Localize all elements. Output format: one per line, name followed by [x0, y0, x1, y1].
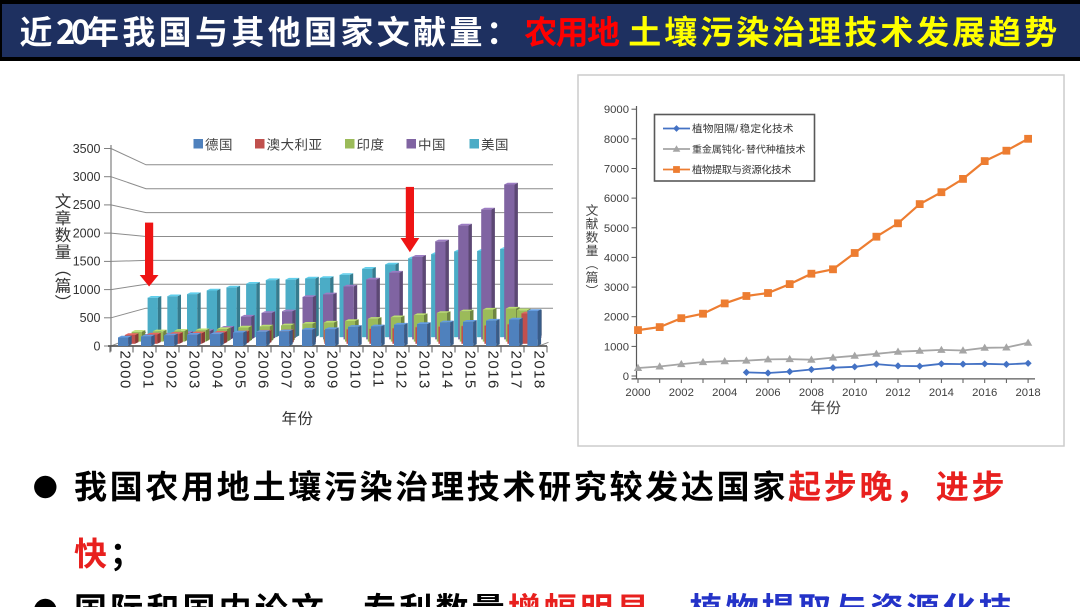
svg-text:2500: 2500: [73, 198, 101, 212]
svg-text:3000: 3000: [604, 282, 629, 294]
svg-text:0: 0: [94, 339, 101, 353]
svg-text:5000: 5000: [604, 223, 629, 235]
svg-text:2011: 2011: [370, 351, 387, 389]
svg-text:6000: 6000: [604, 193, 629, 205]
svg-text:2010: 2010: [347, 351, 364, 390]
svg-text:2012: 2012: [885, 387, 910, 399]
svg-text:/: /: [735, 123, 738, 135]
svg-text:7000: 7000: [604, 164, 629, 176]
svg-text:2008: 2008: [301, 351, 318, 390]
svg-text:3500: 3500: [73, 142, 101, 156]
svg-text:2014: 2014: [439, 351, 456, 390]
svg-text:2002: 2002: [163, 351, 180, 390]
svg-text:1000: 1000: [604, 341, 629, 353]
svg-text:2006: 2006: [255, 351, 272, 390]
svg-text:8000: 8000: [604, 134, 629, 146]
svg-text:2002: 2002: [669, 387, 694, 399]
svg-text:2001: 2001: [140, 351, 157, 390]
svg-text:2016: 2016: [972, 387, 997, 399]
svg-text:2010: 2010: [842, 387, 867, 399]
svg-text:2006: 2006: [755, 387, 780, 399]
svg-text:9000: 9000: [604, 104, 629, 116]
svg-text:2000: 2000: [73, 226, 101, 240]
svg-text:2004: 2004: [712, 387, 737, 399]
svg-text:2005: 2005: [232, 351, 249, 390]
svg-text:2018: 2018: [531, 351, 548, 390]
svg-text:3000: 3000: [73, 170, 101, 184]
svg-text:2012: 2012: [393, 351, 410, 390]
svg-text:2004: 2004: [209, 351, 226, 390]
svg-text:1500: 1500: [73, 255, 101, 269]
svg-text:2013: 2013: [416, 351, 433, 390]
svg-text:2000: 2000: [117, 351, 134, 390]
svg-text:2014: 2014: [929, 387, 954, 399]
svg-text:2016: 2016: [485, 351, 502, 390]
svg-text:500: 500: [80, 311, 101, 325]
svg-text:1000: 1000: [73, 283, 101, 297]
svg-text:2017: 2017: [508, 351, 525, 390]
svg-text:2000: 2000: [604, 312, 629, 324]
svg-text:2007: 2007: [278, 351, 295, 390]
svg-text:2009: 2009: [324, 351, 341, 390]
svg-text:2018: 2018: [1016, 387, 1041, 399]
svg-text:-: -: [742, 145, 745, 156]
svg-text:2015: 2015: [462, 351, 479, 390]
svg-text:2008: 2008: [799, 387, 824, 399]
svg-text:4000: 4000: [604, 252, 629, 264]
svg-text:2003: 2003: [186, 351, 203, 390]
svg-text:0: 0: [623, 371, 629, 383]
svg-text:2000: 2000: [625, 387, 650, 399]
